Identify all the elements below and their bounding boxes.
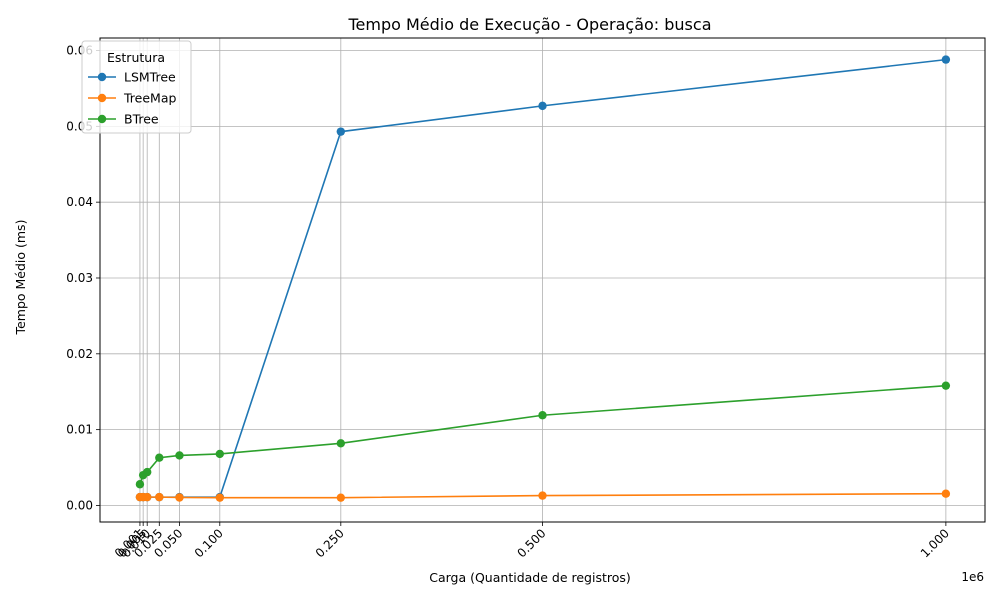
data-point (155, 492, 164, 502)
data-point (941, 55, 951, 64)
data-point (135, 480, 145, 489)
data-point (941, 381, 951, 390)
legend-item-treemap: TreeMap (88, 91, 176, 106)
y-tick-label: 0.03 (66, 271, 93, 285)
legend-item-lsmtree: LSMTree (88, 70, 176, 85)
legend-label: LSMTree (124, 70, 176, 85)
legend-item-btree: BTree (88, 112, 159, 127)
series-treemap (135, 489, 951, 502)
series-btree (135, 381, 951, 489)
chart-title: Tempo Médio de Execução - Operação: busc… (347, 15, 711, 34)
data-point (175, 451, 184, 460)
legend-box (81, 40, 192, 134)
legend-marker (97, 93, 107, 103)
y-tick-label: 0.02 (66, 347, 93, 361)
data-point (215, 449, 225, 459)
y-tick-label: 0.00 (66, 498, 93, 512)
y-tick-label: 0.01 (66, 423, 93, 437)
data-point (336, 127, 346, 136)
y-axis-title: Tempo Médio (ms) (13, 220, 28, 336)
legend: Estrutura LSMTree TreeMap BTree (81, 40, 192, 134)
data-point (155, 453, 164, 462)
data-point (941, 489, 951, 498)
data-point (538, 411, 547, 420)
data-point (215, 493, 225, 502)
legend-label: TreeMap (123, 91, 176, 106)
legend-items: LSMTree TreeMap BTree (88, 70, 176, 127)
series-group (135, 55, 951, 502)
legend-title: Estrutura (107, 50, 165, 65)
x-axis-offset-label: 1e6 (961, 570, 984, 584)
data-point (538, 491, 547, 500)
y-tick-label: 0.04 (66, 195, 93, 209)
data-point (336, 439, 346, 448)
legend-marker (97, 114, 107, 124)
data-point (175, 493, 184, 502)
data-point (142, 492, 152, 502)
data-point (142, 467, 152, 477)
data-point (538, 101, 547, 111)
legend-marker (97, 72, 107, 82)
legend-label: BTree (124, 112, 159, 127)
x-axis-title: Carga (Quantidade de registros) (429, 570, 631, 585)
data-point (336, 493, 346, 502)
